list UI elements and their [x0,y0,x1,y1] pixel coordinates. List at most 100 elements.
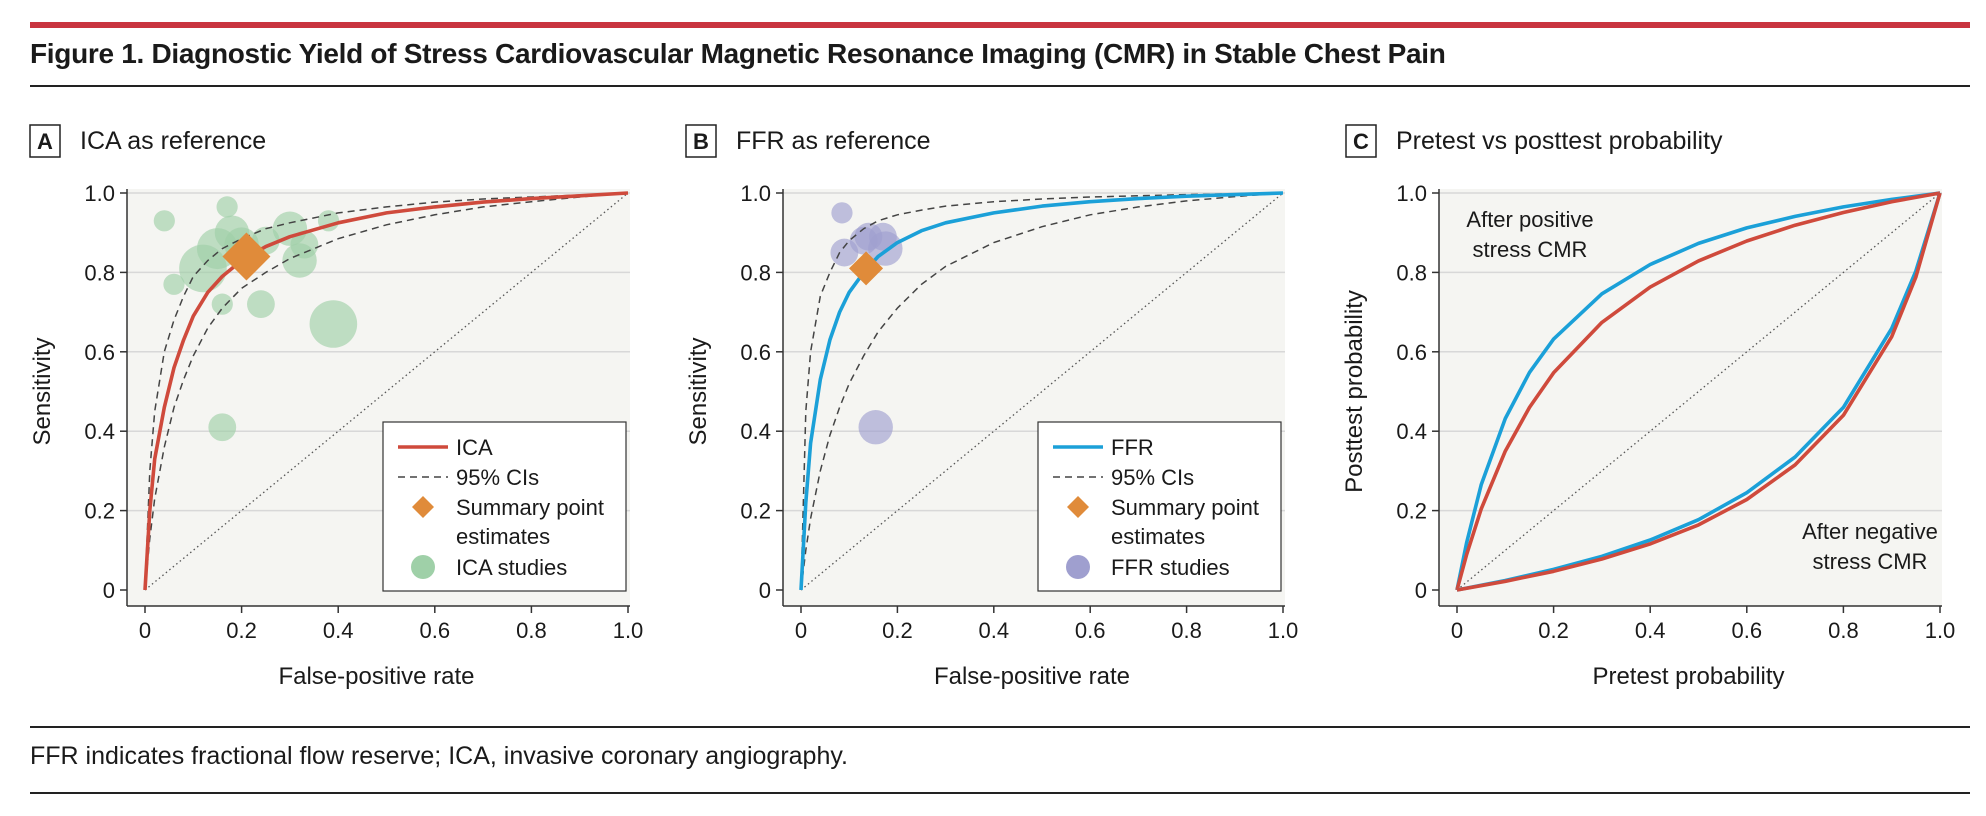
x-tick-label: 0.2 [882,618,913,643]
chance-diagonal [800,192,1284,591]
title-rule [30,85,1970,87]
study-bubble [211,293,233,315]
legend: FFR 95% CIs Summary point estimates FFR stud… [1037,421,1282,592]
x-tick-label: 0.6 [1075,618,1106,643]
series-line-ica [1455,191,1941,591]
accent-bar [30,22,1970,28]
study-bubble [247,290,275,319]
ci-line [144,192,629,591]
panel-title: ICA as reference [80,127,266,155]
y-tick-label: 0.4 [84,419,115,444]
legend-swatch-studies [411,555,435,579]
panel-title: FFR as reference [736,127,931,155]
y-tick-label: 1.0 [740,181,771,206]
annotation-negative: After negative [1802,519,1938,544]
y-tick-label: 0.2 [1396,499,1427,524]
legend-label-ci: 95% CIs [456,465,539,490]
ci-line [800,192,1284,591]
legend-label-summary: Summary point [1111,495,1259,520]
y-tick-label: 0.6 [740,340,771,365]
x-tick-label: 0.8 [1171,618,1202,643]
legend-label-summary-cont: estimates [1111,524,1205,549]
x-tick-label: 0 [1451,618,1463,643]
study-bubble [216,196,238,218]
study-bubble [163,273,185,295]
chance-diagonal [144,192,629,591]
x-tick-label: 0.2 [1538,618,1569,643]
x-tick-label: 0.4 [323,618,354,643]
panel-c: C Pretest vs posttest probability 0 0.2 0.4 0… [1341,124,1956,690]
footnote-top-rule [30,726,1970,728]
y-tick-label: 0.8 [84,260,115,285]
legend-label-curve: FFR [1111,435,1154,460]
x-tick-label: 0.4 [979,618,1010,643]
x-tick-label: 0.6 [1732,618,1763,643]
study-bubble [153,210,175,232]
legend-label-summary: Summary point [456,495,604,520]
legend: ICA 95% CIs Summary point estimates ICA stud… [382,421,627,592]
y-tick-label: 0.4 [1396,419,1427,444]
figure-title: Figure 1. Diagnostic Yield of Stress Car… [30,38,1446,69]
y-tick-label: 1.0 [1396,181,1427,206]
annotation-positive-cont: stress CMR [1473,237,1588,262]
study-bubble [208,413,237,442]
y-tick-label: 0 [103,578,115,603]
x-tick-label: 1.0 [1925,618,1956,643]
series-line-ffr [799,191,1284,591]
series-line-ffr [1455,191,1941,591]
legend-label-studies: FFR studies [1111,555,1230,580]
x-tick-label: 0 [795,618,807,643]
y-tick-label: 0.8 [740,260,771,285]
y-tick-label: 0.6 [1396,340,1427,365]
x-axis-label: False-positive rate [934,663,1130,690]
y-tick-label: 0 [1415,578,1427,603]
y-tick-label: 0.6 [84,340,115,365]
ci-line [144,192,629,591]
x-axis-label: False-positive rate [278,663,474,690]
panel-a: A ICA as reference 0 0.2 0.4 0.6 0.8 1.0 0 0.2 0.4… [29,124,644,690]
y-tick-label: 0.4 [740,419,771,444]
panel-letter-box [685,124,717,158]
summary-point [849,251,884,286]
panel-letter-box [29,124,61,158]
y-tick-label: 0 [759,578,771,603]
annotation-negative-cont: stress CMR [1813,549,1928,574]
panel-letter: B [693,129,709,154]
legend-label-curve: ICA [456,435,493,460]
y-axis-label: Sensitivity [685,337,712,445]
x-tick-label: 0.8 [1828,618,1859,643]
annotation-positive: After positive [1466,207,1593,232]
study-bubble [309,300,358,348]
legend-label-studies: ICA studies [456,555,567,580]
legend-label-summary-cont: estimates [456,524,550,549]
x-tick-label: 0.8 [516,618,547,643]
footnote-bottom-rule [30,792,1970,794]
legend-label-ci: 95% CIs [1111,465,1194,490]
x-axis-label: Pretest probability [1592,663,1784,690]
panel-letter: C [1353,129,1369,154]
legend-swatch-summary [1067,496,1089,518]
x-tick-label: 1.0 [1268,618,1299,643]
y-tick-label: 0.2 [84,499,115,524]
study-bubble [831,202,853,224]
summary-point [222,232,271,281]
panel-b: B FFR as reference 0 0.2 0.4 0.6 0.8 1.0 0 0.2 0.4… [685,124,1299,690]
x-tick-label: 0.6 [420,618,451,643]
panel-letter: A [37,129,53,154]
figure-charts: A ICA as reference 0 0.2 0.4 0.6 0.8 1.0 0 0.2 0.4… [29,124,1956,690]
figure-footnote: FFR indicates fractional flow reserve; I… [30,742,848,770]
x-tick-label: 0.2 [226,618,257,643]
panel-title: Pretest vs posttest probability [1396,127,1723,155]
legend-swatch-studies [1066,555,1090,579]
legend-swatch-summary [412,496,434,518]
y-axis-label: Sensitivity [29,337,56,445]
study-bubble [858,410,893,445]
y-tick-label: 0.8 [1396,260,1427,285]
x-tick-label: 1.0 [613,618,644,643]
x-tick-label: 0.4 [1635,618,1666,643]
x-tick-label: 0 [139,618,151,643]
study-bubble [290,230,319,259]
y-tick-label: 1.0 [84,181,115,206]
y-tick-label: 0.2 [740,499,771,524]
panel-letter-box [1345,124,1377,158]
